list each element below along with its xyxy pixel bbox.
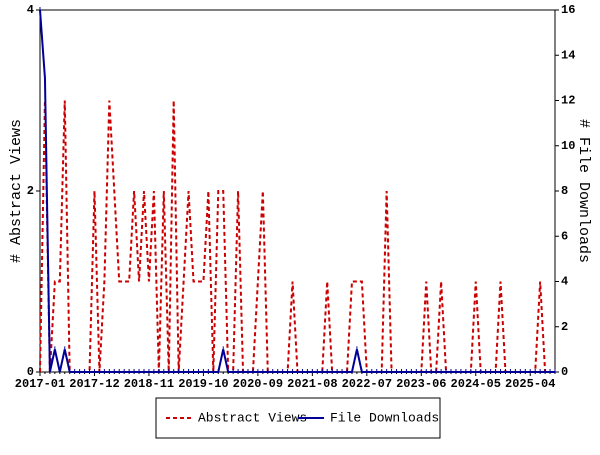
x-tick-label: 2017-01 — [15, 377, 65, 391]
y2-tick-label: 2 — [561, 320, 568, 334]
y2-axis-label: # File Downloads — [575, 119, 592, 263]
y-tick-label: 4 — [27, 3, 34, 17]
y2-tick-label: 4 — [561, 275, 568, 289]
x-tick-label: 2022-07 — [342, 377, 392, 391]
y-axis-label: # Abstract Views — [8, 119, 25, 263]
y2-tick-label: 14 — [561, 48, 575, 62]
x-tick-label: 2021-08 — [287, 377, 337, 391]
y-tick-label: 2 — [27, 184, 34, 198]
x-tick-label: 2025-04 — [505, 377, 555, 391]
y2-tick-label: 8 — [561, 184, 568, 198]
legend-label: File Downloads — [330, 410, 439, 425]
y2-tick-label: 6 — [561, 229, 568, 243]
x-tick-label: 2019-10 — [178, 377, 228, 391]
x-tick-label: 2020-09 — [233, 377, 283, 391]
x-tick-label: 2023-06 — [396, 377, 446, 391]
data-line — [39, 100, 555, 373]
y2-tick-label: 10 — [561, 139, 575, 153]
y2-tick-label: 16 — [561, 3, 575, 17]
y2-tick-label: 12 — [561, 94, 575, 108]
y-tick-label: 0 — [27, 365, 34, 379]
legend-label: Abstract Views — [198, 410, 307, 425]
x-tick-label: 2018-11 — [124, 377, 174, 391]
y2-tick-label: 0 — [561, 365, 568, 379]
x-tick-label: 2017-12 — [69, 377, 119, 391]
x-tick-label: 2024-05 — [451, 377, 501, 391]
legend-box — [155, 397, 441, 439]
